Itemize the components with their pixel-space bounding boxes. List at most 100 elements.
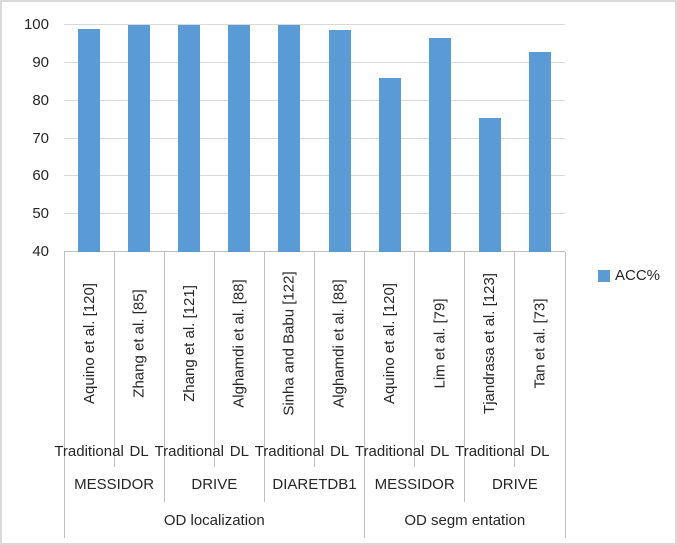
x-axis-author-label: Zhang et al. [121] — [164, 252, 214, 435]
legend-color-swatch-icon — [598, 269, 610, 282]
legend-series-label: ACC% — [615, 267, 661, 284]
x-axis-author-label-text: Alghamdi et al. [88] — [331, 279, 349, 408]
bar-acc — [378, 77, 401, 252]
category-tick-line — [263, 252, 265, 467]
x-axis-method-label-text: DL — [129, 442, 149, 460]
y-axis-tick-label: 70 — [2, 129, 49, 149]
x-axis-author-label: Aquino et al. [120] — [64, 252, 114, 435]
x-axis-method-label-text: DL — [530, 442, 550, 460]
category-tick-line — [263, 467, 265, 502]
x-axis-dataset-label-text: DIARETDB1 — [272, 476, 357, 493]
category-tick-line — [564, 467, 566, 502]
category-tick-line — [213, 252, 215, 467]
category-tick-line — [464, 252, 466, 467]
x-axis-author-label: Alghamdi et al. [88] — [214, 252, 264, 435]
category-tick-line — [564, 252, 566, 467]
x-axis-author-label: Aquino et al. [120] — [365, 252, 415, 435]
x-axis-method-label-text: Traditional — [455, 442, 525, 460]
y-axis-tick-label: 40 — [2, 242, 49, 262]
x-axis-method-label: Traditional — [155, 435, 224, 467]
y-axis-tick-label: 80 — [2, 91, 49, 111]
x-axis-author-label: Tjandrasa et al. [123] — [465, 252, 515, 435]
x-axis-task-label: OD localization — [64, 502, 365, 538]
y-axis-tick-label-text: 60 — [32, 167, 49, 185]
bar-acc — [478, 118, 501, 252]
y-axis-tick-label: 60 — [2, 166, 49, 186]
x-axis-method-label: DL — [315, 435, 365, 467]
gridline — [64, 24, 565, 25]
legend: ACC% — [598, 267, 660, 284]
x-axis-method-label: DL — [515, 435, 565, 467]
x-axis-dataset-label-text: DRIVE — [191, 476, 238, 493]
x-axis-method-label: DL — [214, 435, 264, 467]
x-axis-dataset-label: DIARETDB1 — [264, 467, 364, 502]
x-axis-author-label-text: Alghamdi et al. [88] — [230, 279, 248, 408]
y-axis-tick-label-text: 50 — [32, 205, 49, 223]
y-axis-tick-label-text: 70 — [32, 129, 49, 147]
x-axis-author-label-text: Zhang et al. [85] — [130, 289, 148, 398]
x-axis-dataset-label-text: DRIVE — [491, 476, 538, 493]
category-tick-line — [564, 502, 566, 538]
x-axis-dataset-label: MESSIDOR — [64, 467, 164, 502]
x-axis-method-label: Traditional — [455, 435, 524, 467]
y-axis-tick-label: 50 — [2, 204, 49, 224]
category-tick-line — [464, 467, 466, 502]
category-tick-line — [364, 502, 366, 538]
x-axis-method-label: DL — [114, 435, 164, 467]
bar-acc — [428, 38, 451, 252]
x-axis-author-label-text: Tjandrasa et al. [123] — [481, 273, 499, 414]
x-axis-dataset-label: MESSIDOR — [365, 467, 465, 502]
category-tick-line — [63, 252, 65, 467]
x-axis-author-label: Zhang et al. [85] — [114, 252, 164, 435]
x-axis-method-label: Traditional — [355, 435, 424, 467]
x-axis-author-label: Alghamdi et al. [88] — [315, 252, 365, 435]
bar-acc — [528, 52, 551, 252]
gridline — [64, 99, 565, 101]
y-axis-tick-label: 90 — [2, 53, 49, 73]
x-axis-method-label: Traditional — [54, 435, 123, 467]
x-axis-author-label-text: Aquino et al. [120] — [80, 283, 98, 404]
x-axis-method-label-text: Traditional — [254, 442, 325, 460]
category-tick-line — [113, 252, 115, 467]
gridline — [64, 213, 565, 215]
x-axis-author-label-text: Zhang et al. [121] — [180, 285, 198, 402]
x-axis-dataset-label: DRIVE — [465, 467, 565, 502]
y-axis-tick-label: 100 — [2, 15, 49, 35]
x-axis-method-label-text: Traditional — [154, 442, 224, 460]
category-tick-line — [163, 467, 165, 502]
category-tick-line — [364, 252, 366, 467]
bar-acc — [228, 25, 251, 252]
x-axis-method-label-text: DL — [329, 442, 350, 460]
x-axis-author-label-text: Sinha and Babu [122] — [280, 271, 298, 416]
x-axis-method-label-text: DL — [430, 442, 450, 460]
x-axis-task-label: OD segm entation — [365, 502, 565, 538]
category-tick-line — [514, 252, 516, 467]
y-axis-tick-label-text: 90 — [32, 53, 49, 71]
bar-acc — [328, 29, 351, 252]
x-axis-author-label: Tan et al. [73] — [515, 252, 565, 435]
category-tick-line — [414, 252, 416, 467]
bar-acc — [278, 25, 301, 252]
x-axis-author-label: Sinha and Babu [122] — [264, 252, 314, 435]
y-axis-tick-label-text: 100 — [23, 16, 49, 33]
x-axis-task-label-text: OD localization — [163, 511, 265, 529]
category-tick-line — [364, 467, 366, 502]
category-tick-line — [63, 467, 65, 502]
category-tick-line — [314, 252, 315, 467]
x-axis-method-label: DL — [415, 435, 465, 467]
x-axis-method-label: Traditional — [255, 435, 324, 467]
x-axis-dataset-label: DRIVE — [164, 467, 264, 502]
x-axis-author-label-text: Aquino et al. [120] — [381, 283, 399, 404]
x-axis-dataset-label-text: MESSIDOR — [74, 476, 155, 493]
bar-acc — [178, 25, 201, 252]
x-axis-task-label-text: OD segm entation — [404, 511, 526, 529]
bar-acc — [128, 25, 151, 252]
category-tick-line — [63, 502, 65, 538]
x-axis-method-label-text: Traditional — [354, 442, 425, 460]
category-tick-line — [163, 252, 165, 467]
gridline — [64, 61, 565, 63]
x-axis-method-label-text: Traditional — [54, 442, 124, 460]
x-axis-author-label-text: Tan et al. [73] — [531, 298, 549, 389]
gridline — [64, 175, 565, 177]
